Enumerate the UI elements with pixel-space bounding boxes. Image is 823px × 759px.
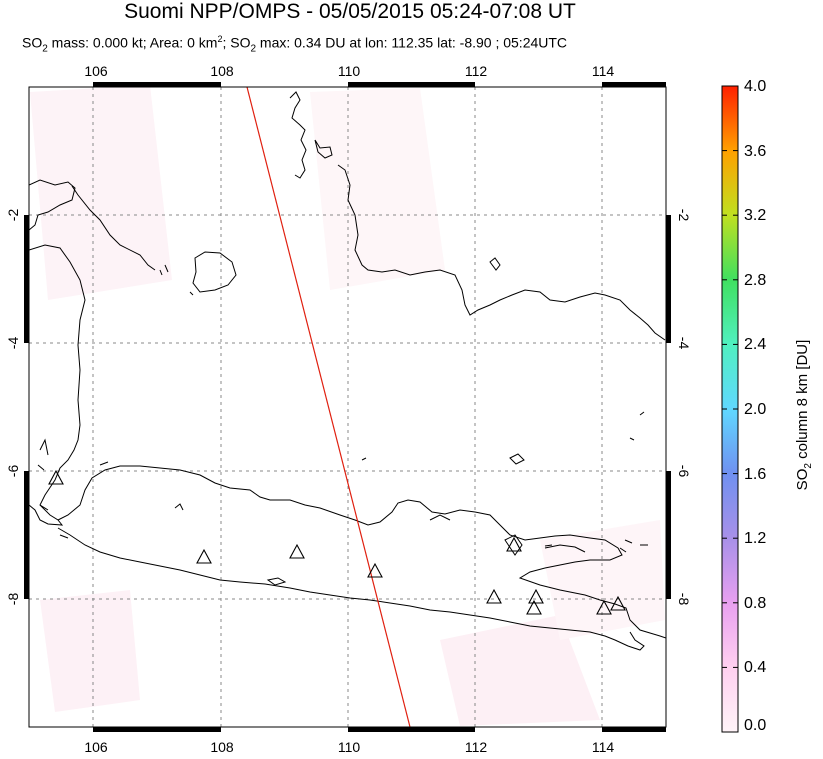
lat-tick-left: -6 bbox=[5, 465, 21, 478]
subtitle-area-sup: 2 bbox=[217, 34, 223, 44]
volcano-markers bbox=[48, 469, 626, 615]
retrieval-swaths bbox=[30, 87, 665, 726]
colorbar-label: 3.2 bbox=[744, 207, 767, 224]
frame-bars bbox=[24, 82, 671, 732]
colorbar-label: 0.4 bbox=[744, 659, 767, 676]
volcano-marker bbox=[596, 599, 612, 615]
subtitle-max-sub: 2 bbox=[250, 43, 257, 55]
volcano-marker bbox=[367, 562, 383, 578]
colorbar-label: 4.0 bbox=[744, 78, 767, 95]
lat-tick-left: -2 bbox=[5, 209, 21, 222]
volcano-marker bbox=[486, 588, 502, 604]
orbit-track bbox=[246, 87, 411, 727]
colorbar-label: 2.8 bbox=[744, 272, 767, 289]
subtitle-mass-prefix: SO bbox=[22, 34, 43, 51]
lat-tick-right: -2 bbox=[676, 209, 692, 222]
coastlines bbox=[29, 91, 666, 651]
colorbar-label: 0.8 bbox=[744, 595, 767, 612]
lon-tick-top: 106 bbox=[84, 63, 108, 79]
colorbar-label: 3.6 bbox=[744, 143, 767, 160]
colorbar-label: 2.0 bbox=[744, 401, 767, 418]
volcano-marker bbox=[610, 595, 626, 611]
colorbar-title: SO2 column 8 km [DU] bbox=[794, 340, 814, 491]
lon-tick-top: 108 bbox=[210, 63, 234, 79]
map-frame bbox=[28, 86, 667, 728]
map-subtitle: SO2 mass: 0.000 kt; Area: 0 km2; SO2 max… bbox=[22, 34, 567, 54]
colorbar-ticks bbox=[722, 150, 738, 668]
lon-tick-bottom: 112 bbox=[465, 739, 488, 755]
volcano-marker bbox=[526, 599, 542, 615]
lon-tick-top: 112 bbox=[465, 63, 488, 79]
lon-tick-bottom: 114 bbox=[592, 739, 615, 755]
colorbar-title-text: column 8 km [DU] bbox=[794, 339, 811, 464]
lon-tick-bottom: 108 bbox=[210, 739, 234, 755]
lon-tick-top: 114 bbox=[592, 63, 615, 79]
lon-tick-bottom: 106 bbox=[84, 739, 108, 755]
lat-tick-right: -8 bbox=[676, 593, 692, 606]
colorbar-label: 1.6 bbox=[744, 466, 767, 483]
volcano-marker bbox=[196, 548, 212, 564]
volcano-marker bbox=[506, 536, 522, 552]
colorbar-title-sub: 2 bbox=[803, 463, 814, 469]
subtitle-mass-text: mass: 0.000 kt; Area: 0 km bbox=[47, 34, 218, 51]
volcano-marker bbox=[48, 469, 64, 485]
lat-tick-left: -8 bbox=[5, 593, 21, 606]
lat-tick-right: -4 bbox=[676, 337, 692, 350]
lon-tick-bottom: 110 bbox=[338, 739, 361, 755]
subtitle-mass-sub: 2 bbox=[42, 43, 48, 55]
lon-tick-top: 110 bbox=[338, 63, 361, 79]
map-title: Suomi NPP/OMPS - 05/05/2015 05:24-07:08 … bbox=[124, 0, 576, 23]
colorbar-label: 2.4 bbox=[744, 336, 767, 353]
colorbar-label: 1.2 bbox=[744, 530, 767, 547]
graticule bbox=[29, 87, 666, 727]
colorbar-label: 0.0 bbox=[744, 717, 767, 734]
colorbar-title-prefix: SO bbox=[794, 468, 811, 491]
subtitle-max-text: max: 0.34 DU at lon: 112.35 lat: -8.90 ;… bbox=[256, 34, 568, 51]
lat-tick-right: -6 bbox=[676, 465, 692, 478]
lat-tick-labels: -2 -4 -6 -8 -2 -4 -6 -8 bbox=[5, 209, 692, 606]
volcano-marker bbox=[289, 543, 305, 559]
subtitle-max-prefix: ; SO bbox=[222, 34, 251, 51]
lat-tick-left: -4 bbox=[5, 337, 21, 350]
volcano-marker bbox=[528, 588, 544, 604]
lon-tick-labels: 106 108 110 112 114 106 108 110 112 114 bbox=[84, 63, 614, 755]
